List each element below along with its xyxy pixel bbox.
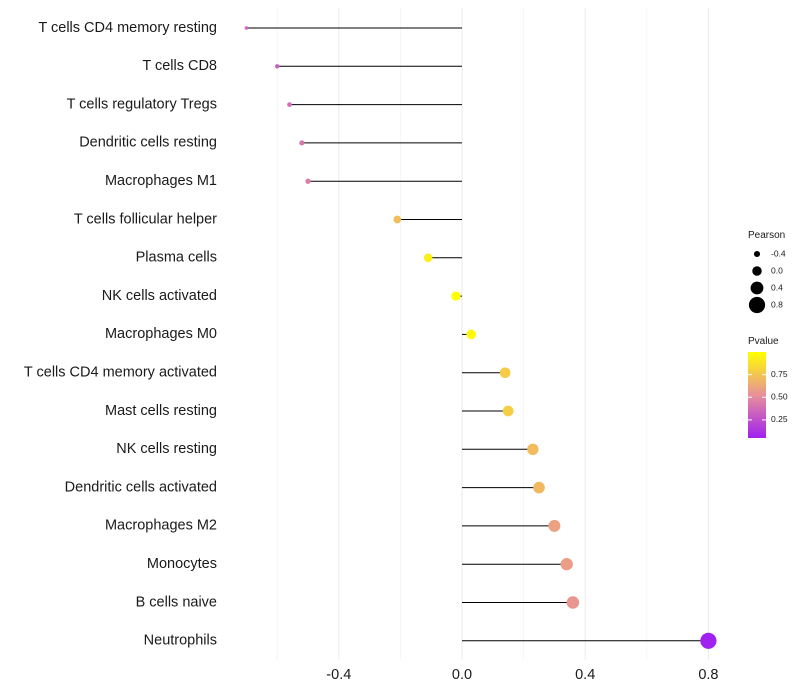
size-legend-key — [752, 266, 762, 276]
lollipop-point — [393, 215, 402, 224]
category-label: Neutrophils — [144, 633, 217, 649]
category-label: B cells naive — [136, 594, 217, 610]
lollipop-point — [423, 253, 433, 263]
category-label: NK cells resting — [116, 441, 217, 457]
size-legend-label: 0.4 — [771, 282, 783, 292]
color-legend-label: 0.50 — [771, 392, 788, 402]
color-bar — [748, 352, 766, 438]
lollipop-point — [548, 519, 561, 532]
lollipop-point — [499, 367, 511, 379]
lollipop-point — [451, 291, 461, 301]
size-legend-label: 0.8 — [771, 299, 783, 309]
size-legend-key — [750, 281, 764, 295]
color-legend: Pvalue 0.25 0.50 0.75 — [748, 336, 788, 438]
x-tick-label: 0.8 — [698, 667, 718, 683]
category-label: Monocytes — [147, 556, 217, 572]
category-label: Dendritic cells activated — [65, 479, 217, 495]
size-legend-key — [748, 296, 766, 314]
color-legend-title: Pvalue — [748, 336, 779, 347]
category-labels: T cells CD4 memory resting T cells CD8 T c… — [24, 20, 217, 649]
category-label: T cells CD8 — [142, 58, 217, 74]
category-label: T cells regulatory Tregs — [67, 96, 217, 112]
segments — [246, 27, 709, 642]
lollipop-point — [244, 26, 249, 30]
category-label: T cells follicular helper — [74, 211, 217, 227]
lollipop-point — [560, 558, 573, 571]
x-tick-label: -0.4 — [326, 667, 351, 683]
lollipop-point — [287, 102, 292, 107]
lollipop-point — [466, 329, 477, 340]
lollipop-point — [533, 481, 545, 494]
size-legend-title: Pearson — [748, 230, 785, 241]
size-legend: Pearson -0.4 0.0 0.4 0.8 — [748, 230, 786, 314]
color-legend-label: 0.75 — [771, 369, 788, 379]
grid — [276, 8, 709, 660]
category-label: T cells CD4 memory resting — [38, 20, 217, 36]
category-label: Macrophages M0 — [105, 326, 217, 342]
color-legend-label: 0.25 — [771, 414, 788, 424]
x-tick-label: 0.0 — [452, 667, 472, 683]
category-label: Mast cells resting — [105, 403, 217, 419]
lollipop-point — [527, 443, 539, 456]
lollipop-point — [700, 632, 717, 649]
category-label: Macrophages M1 — [105, 173, 217, 189]
lollipop-point — [566, 596, 580, 609]
x-tick-label: 0.4 — [575, 667, 595, 683]
lollipop-point — [274, 64, 280, 69]
points — [244, 26, 717, 649]
category-label: T cells CD4 memory activated — [24, 365, 217, 381]
category-label: Plasma cells — [136, 250, 217, 266]
lollipop-point — [299, 140, 305, 146]
lollipop-point — [305, 178, 311, 184]
x-axis-ticks: -0.4 0.0 0.4 0.8 — [326, 667, 718, 683]
category-label: Dendritic cells resting — [79, 135, 217, 151]
lollipop-point — [502, 405, 514, 417]
size-legend-key — [753, 250, 761, 258]
category-label: Macrophages M2 — [105, 518, 217, 534]
category-label: NK cells activated — [102, 288, 217, 304]
size-legend-label: 0.0 — [771, 265, 783, 275]
size-legend-label: -0.4 — [771, 248, 786, 258]
